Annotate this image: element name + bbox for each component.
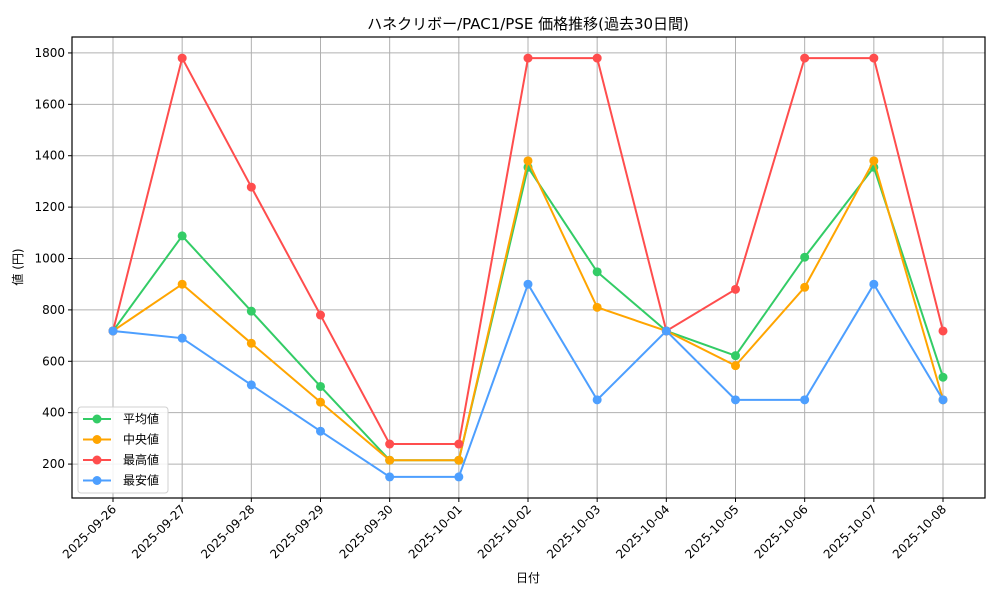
data-point-marker [731, 361, 740, 371]
x-tick-label: 2025-10-08 [890, 502, 949, 561]
y-tick-label: 1200 [34, 200, 65, 214]
x-axis-label: 日付 [516, 571, 540, 585]
x-tick-label: 2025-09-28 [198, 502, 257, 561]
data-point-marker [177, 279, 187, 289]
y-axis-label: 値 (円) [10, 248, 25, 285]
data-point-marker [316, 381, 325, 391]
series-3 [108, 279, 948, 482]
legend-label: 最高値 [123, 452, 159, 467]
y-tick-label: 1400 [34, 149, 65, 163]
data-point-marker [385, 455, 395, 465]
data-point-marker [938, 395, 948, 405]
grid-lines [72, 37, 985, 498]
legend-marker-icon [92, 455, 102, 465]
data-point-marker [869, 53, 879, 63]
y-tick-label: 600 [42, 354, 65, 368]
data-point-marker [316, 426, 325, 436]
data-point-marker [454, 472, 464, 482]
legend-marker-icon [92, 435, 102, 444]
x-tick-label: 2025-09-26 [60, 502, 119, 561]
data-point-marker [731, 351, 740, 361]
x-tick-label: 2025-10-03 [544, 502, 603, 561]
data-point-marker [523, 53, 533, 63]
data-point-marker [869, 279, 879, 289]
legend-item: 平均値 [83, 411, 159, 426]
y-tick-label: 1800 [34, 46, 65, 60]
data-point-marker [177, 53, 187, 63]
legend-label: 中央値 [123, 432, 159, 447]
data-point-marker [385, 472, 395, 482]
data-point-marker [661, 326, 671, 336]
data-point-marker [592, 395, 602, 405]
data-point-marker [454, 455, 464, 465]
legend-item: 中央値 [83, 432, 159, 447]
data-point-marker [938, 372, 948, 382]
legend-box [77, 406, 169, 494]
legend-label: 最安値 [123, 473, 159, 488]
legend-label: 平均値 [123, 411, 159, 426]
data-series [108, 53, 948, 482]
legend-item: 最高値 [83, 452, 159, 467]
data-point-marker [592, 267, 602, 277]
data-point-marker [316, 397, 325, 407]
data-point-marker [938, 326, 948, 336]
x-tick-label: 2025-10-02 [475, 502, 534, 561]
x-tick-label: 2025-09-27 [129, 502, 188, 561]
legend-item: 最安値 [83, 473, 159, 488]
data-point-marker [108, 326, 118, 336]
y-tick-label: 1000 [34, 252, 65, 266]
y-tick-label: 1600 [34, 97, 65, 111]
data-point-marker [592, 302, 602, 312]
axes: 2025-09-26 2025-09-27 2025-09-28 2025-09-29… [34, 36, 986, 561]
x-tick-label: 2025-10-07 [821, 502, 880, 561]
data-point-marker [731, 284, 740, 294]
legend-marker-icon [92, 414, 102, 424]
data-point-marker [523, 279, 533, 289]
data-point-marker [800, 53, 810, 63]
y-tick-label: 400 [42, 406, 65, 420]
data-point-marker [246, 182, 256, 192]
data-point-marker [454, 439, 464, 449]
x-tick-label: 2025-09-29 [267, 502, 326, 561]
data-point-marker [592, 53, 602, 63]
data-point-marker [800, 282, 810, 292]
data-point-marker [800, 252, 810, 262]
data-point-marker [177, 333, 187, 343]
plot-frame [71, 36, 986, 499]
data-point-marker [177, 231, 187, 241]
data-point-marker [800, 395, 810, 405]
chart-title: ハネクリボー/PAC1/PSE 価格推移(過去30日間) [367, 15, 689, 33]
data-point-marker [246, 306, 256, 316]
data-point-marker [523, 156, 533, 166]
data-point-marker [246, 338, 256, 348]
data-point-marker [731, 395, 740, 405]
data-point-marker [385, 439, 395, 449]
y-tick-label: 200 [42, 457, 65, 471]
y-tick-label: 800 [42, 303, 65, 317]
x-tick-label: 2025-10-01 [406, 502, 465, 561]
x-tick-label: 2025-10-05 [682, 502, 741, 561]
data-point-marker [246, 380, 256, 390]
x-tick-label: 2025-10-06 [752, 502, 811, 561]
x-tick-label: 2025-09-30 [337, 502, 396, 561]
x-tick-label: 2025-10-04 [613, 502, 672, 561]
legend-marker-icon [92, 476, 102, 485]
data-point-marker [869, 156, 879, 166]
data-point-marker [316, 310, 325, 320]
